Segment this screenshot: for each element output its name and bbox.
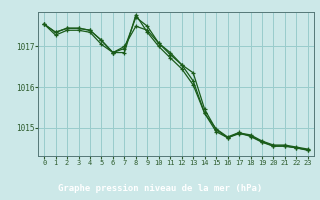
Text: Graphe pression niveau de la mer (hPa): Graphe pression niveau de la mer (hPa) <box>58 184 262 193</box>
